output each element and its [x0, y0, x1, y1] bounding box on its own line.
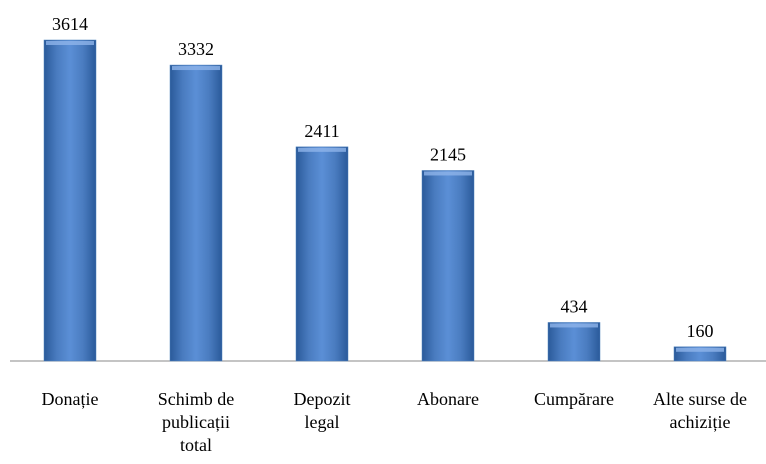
value-label: 3332	[178, 39, 214, 59]
x-tick-label: Donație	[41, 389, 99, 409]
x-tick-label: Abonare	[417, 389, 479, 409]
bar-group	[421, 170, 475, 362]
value-label: 3614	[52, 14, 88, 34]
x-tick-label: Alte surse de achiziție	[653, 389, 747, 432]
bar-group	[169, 64, 223, 362]
x-tick-label: Schimb de publicații total	[157, 389, 235, 455]
bar	[169, 64, 223, 362]
bar-highlight	[550, 323, 598, 328]
bar-group	[547, 322, 601, 362]
bar	[43, 39, 97, 362]
value-label: 2145	[430, 144, 466, 164]
value-label: 160	[687, 321, 714, 341]
bar-highlight	[46, 41, 94, 45]
x-tick-label: Depozit legal	[293, 389, 351, 432]
value-label: 2411	[304, 121, 339, 141]
bar-group	[295, 146, 349, 362]
value-label: 434	[561, 296, 588, 316]
bar	[547, 322, 601, 362]
bar-highlight	[676, 347, 724, 352]
bar-highlight	[424, 171, 472, 176]
bar-highlight	[298, 147, 346, 152]
bar-group	[673, 346, 727, 362]
bar-group	[43, 39, 97, 362]
x-tick-label: Cumpărare	[534, 389, 614, 409]
bar	[295, 146, 349, 362]
bar	[421, 170, 475, 362]
bar-highlight	[172, 66, 220, 71]
